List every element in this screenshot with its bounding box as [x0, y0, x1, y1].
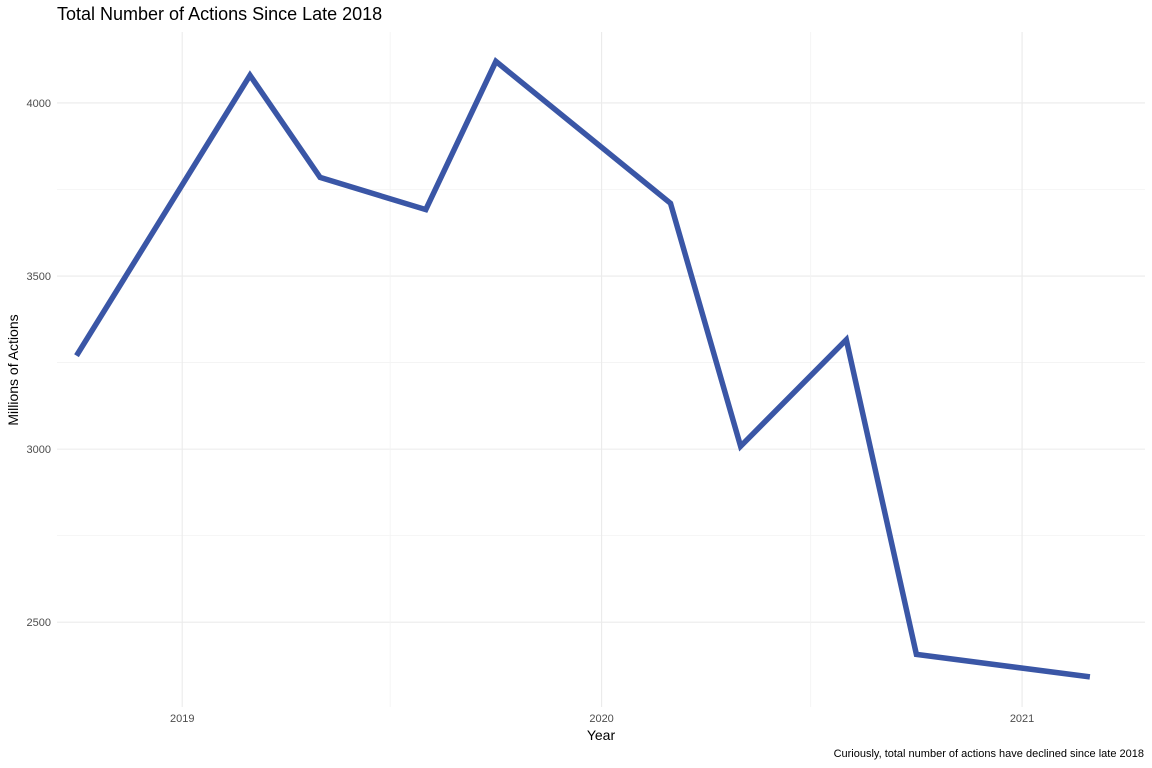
chart-title: Total Number of Actions Since Late 2018 [57, 4, 383, 24]
y-tick-label: 3500 [27, 271, 51, 283]
y-tick-label: 2500 [27, 617, 51, 629]
x-tick-label: 2021 [1010, 713, 1034, 725]
x-axis-title: Year [587, 727, 616, 743]
y-axis-ticks: 2500 3000 3500 4000 [27, 98, 51, 629]
series-line [74, 57, 1091, 680]
y-tick-label: 3000 [27, 444, 51, 456]
grid-lines [57, 32, 1145, 707]
x-tick-label: 2019 [170, 713, 194, 725]
y-tick-label: 4000 [27, 98, 51, 110]
chart-caption: Curiously, total number of actions have … [833, 748, 1144, 760]
x-axis-ticks: 2019 2020 2021 [170, 713, 1034, 725]
y-axis-title: Millions of Actions [5, 314, 21, 425]
x-tick-label: 2020 [589, 713, 613, 725]
